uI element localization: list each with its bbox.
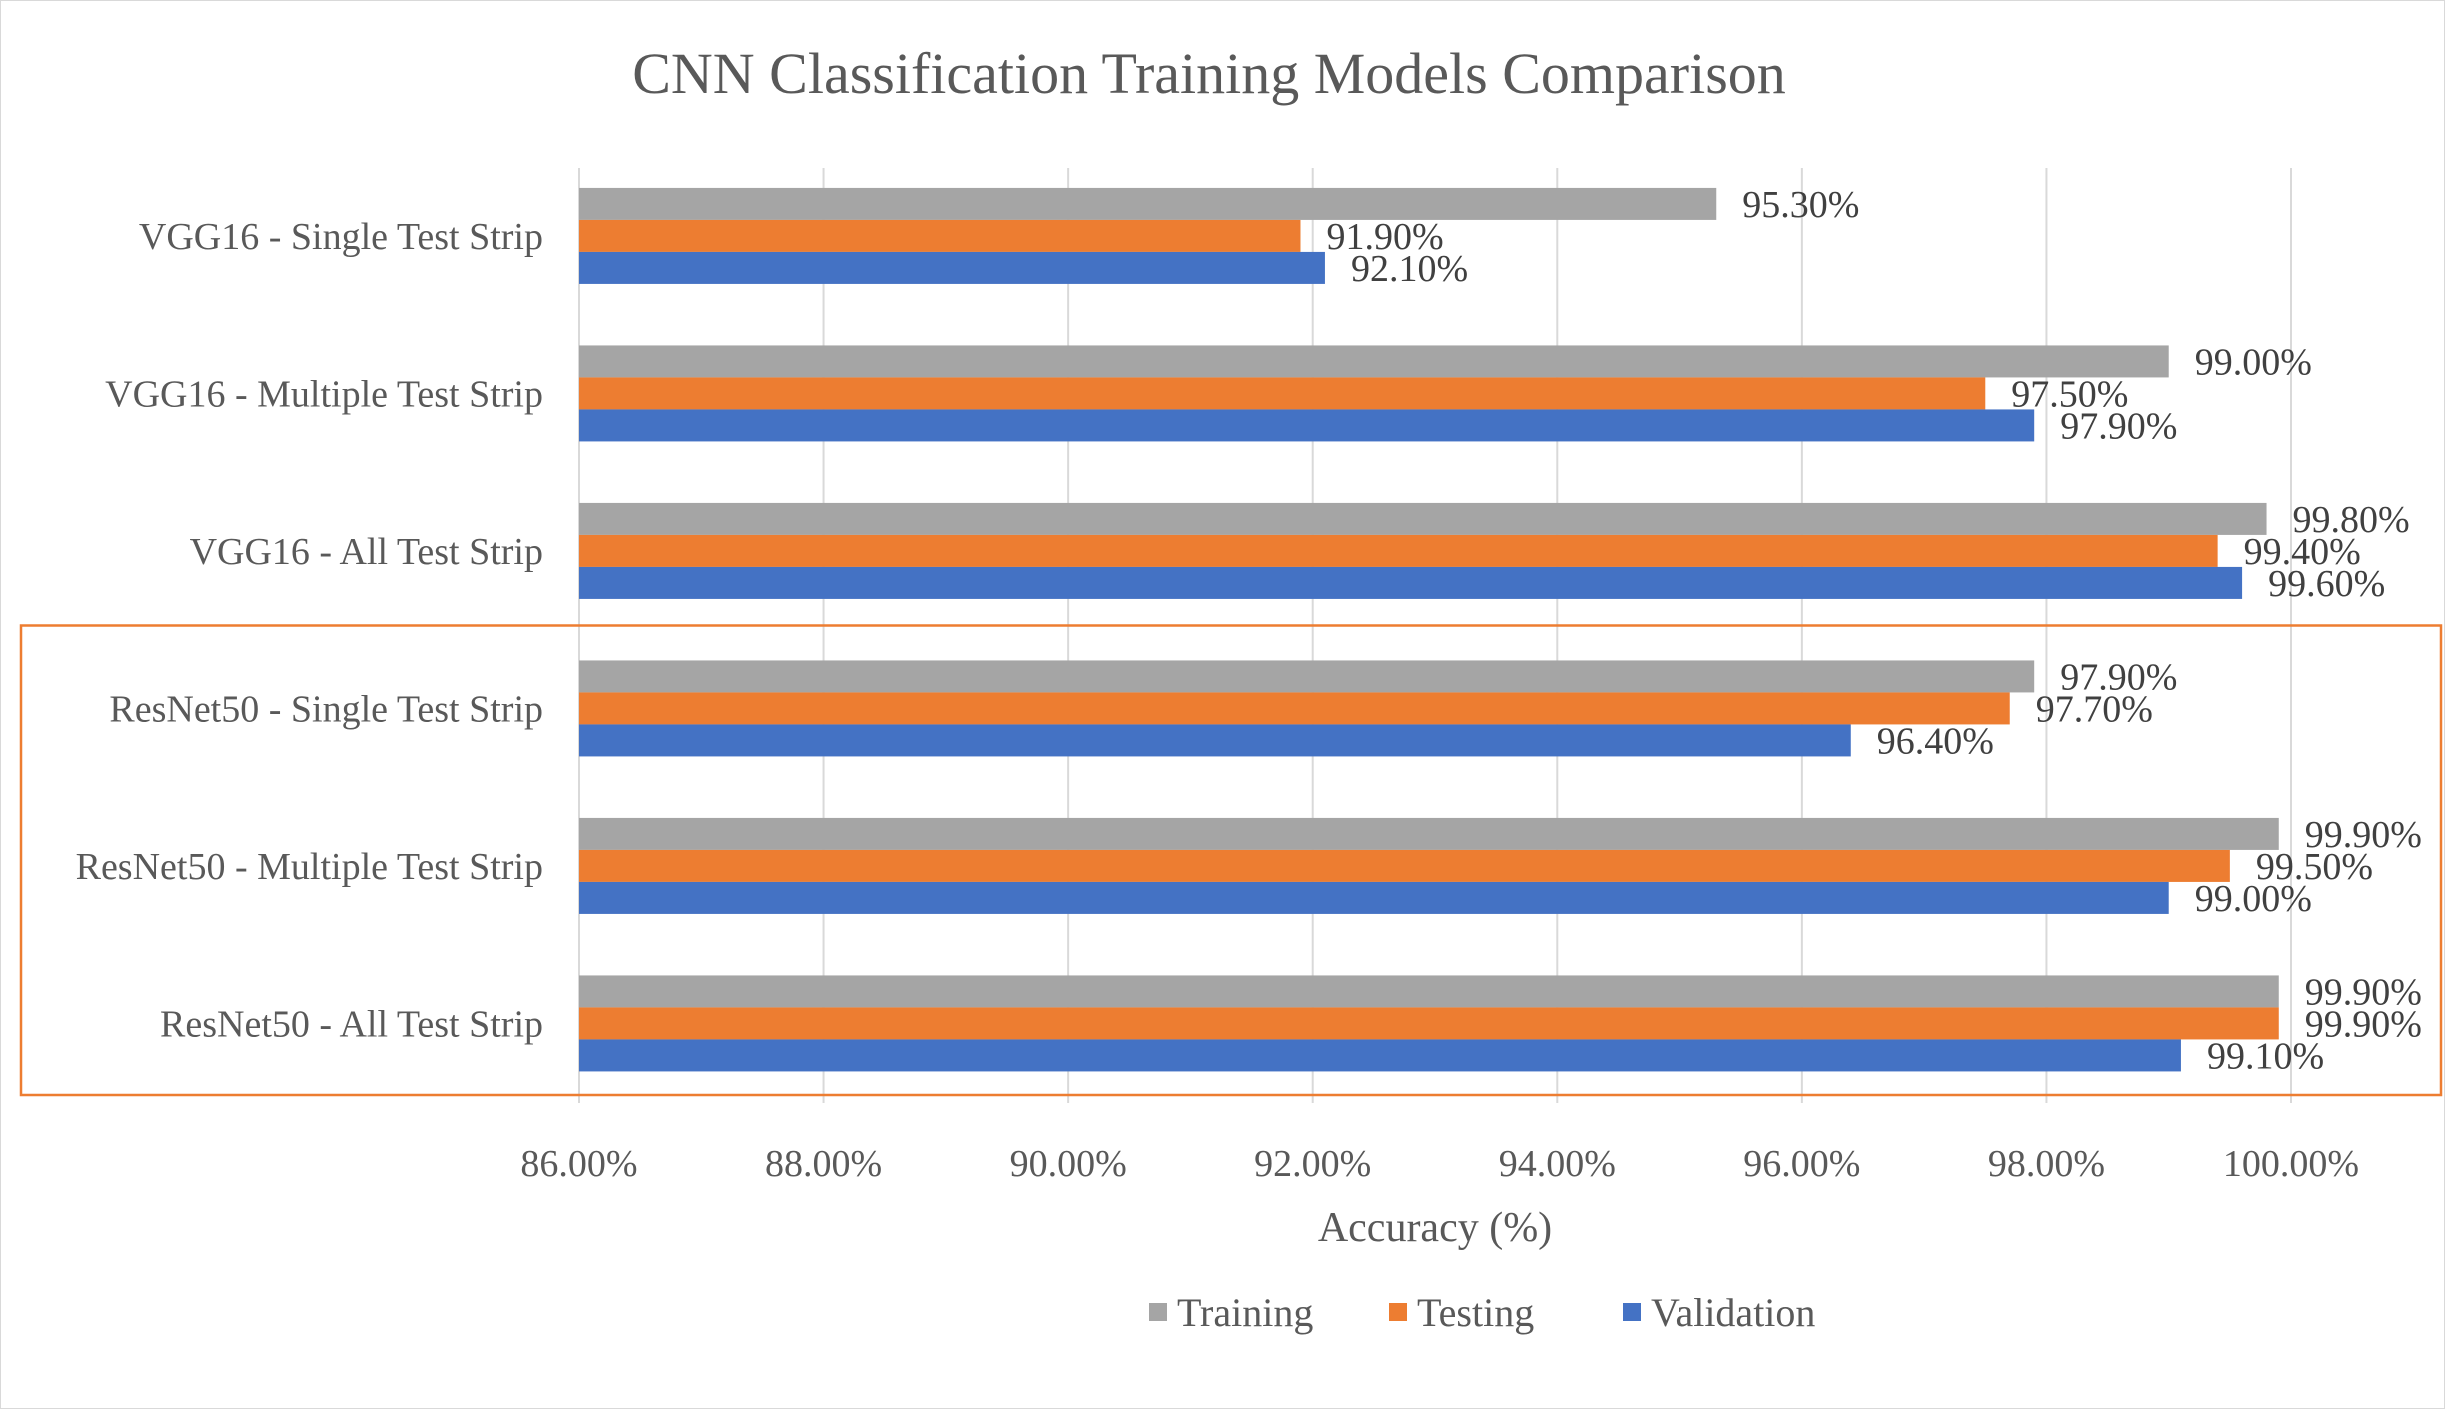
highlight-box [19,624,2443,1097]
bar-validation [579,409,2035,442]
data-label: 99.10% [2207,1035,2324,1077]
bar-training [579,817,2279,850]
bar-validation [579,881,2169,914]
data-label: 97.70% [2036,688,2153,730]
bar-validation [579,1039,2181,1072]
legend-swatch-training [1149,1303,1167,1321]
data-label: 99.00% [2195,878,2312,920]
category-label: ResNet50 - Single Test Strip [109,688,543,730]
category-labels: VGG16 - Single Test Strip VGG16 - Multipl… [76,216,543,1046]
gridlines [578,168,2292,1103]
category-label: VGG16 - Single Test Strip [139,216,543,258]
bar-testing [579,219,1301,252]
legend: Training Testing Validation [1149,1290,1815,1335]
category-label: ResNet50 - Multiple Test Strip [76,846,543,888]
legend-swatch-validation [1623,1303,1641,1321]
x-tick-label: 94.00% [1499,1143,1616,1185]
highlight-rectangle [19,624,2443,1097]
data-label: 99.90% [2305,971,2422,1013]
data-label: 99.50% [2256,846,2373,888]
bar-training [579,345,2169,378]
data-labels: 95.30%91.90%92.10%99.00%97.50%97.90%99.8… [1326,184,2421,1078]
bar-testing [579,377,1986,410]
data-label: 97.50% [2011,373,2128,415]
data-label: 99.60% [2268,563,2385,605]
data-label: 95.30% [1742,184,1859,226]
bar-testing [579,534,2218,567]
data-label: 99.80% [2293,499,2410,541]
bars [579,187,2279,1072]
bar-testing [579,849,2230,882]
data-label: 99.90% [2305,814,2422,856]
data-label: 91.90% [1326,216,1443,258]
bar-testing [579,1007,2279,1040]
x-axis-label: Accuracy (%) [1318,1205,1552,1251]
data-label: 97.90% [2060,656,2177,698]
category-label: VGG16 - All Test Strip [190,531,543,573]
x-tick-labels: 86.00% 88.00% 90.00% 92.00% 94.00% 96.00% 98.0… [520,1143,2359,1185]
legend-label: Training [1177,1290,1313,1335]
bar-validation [579,566,2243,599]
x-tick-label: 92.00% [1254,1143,1371,1185]
data-label: 99.90% [2305,1003,2422,1045]
bar-training [579,975,2279,1008]
bar-testing [579,692,2010,725]
data-label: 92.10% [1351,248,1468,290]
bar-validation [579,724,1851,757]
data-label: 99.00% [2195,341,2312,383]
bar-training [579,660,2035,693]
data-label: 99.40% [2244,531,2361,573]
data-label: 97.90% [2060,405,2177,447]
bar-training [579,187,1717,220]
x-tick-label: 96.00% [1743,1143,1860,1185]
x-tick-label: 100.00% [2223,1143,2359,1185]
legend-label: Validation [1651,1290,1815,1335]
legend-swatch-testing [1389,1303,1407,1321]
chart-title: CNN Classification Training Models Compa… [632,41,1786,106]
bar-training [579,502,2267,535]
category-label: ResNet50 - All Test Strip [160,1003,543,1045]
x-tick-label: 88.00% [765,1143,882,1185]
data-label: 96.40% [1877,720,1994,762]
bar-validation [579,251,1325,284]
legend-label: Testing [1417,1290,1534,1335]
category-label: VGG16 - Multiple Test Strip [105,373,543,415]
x-tick-label: 90.00% [1010,1143,1127,1185]
x-tick-label: 98.00% [1988,1143,2105,1185]
x-tick-label: 86.00% [520,1143,637,1185]
